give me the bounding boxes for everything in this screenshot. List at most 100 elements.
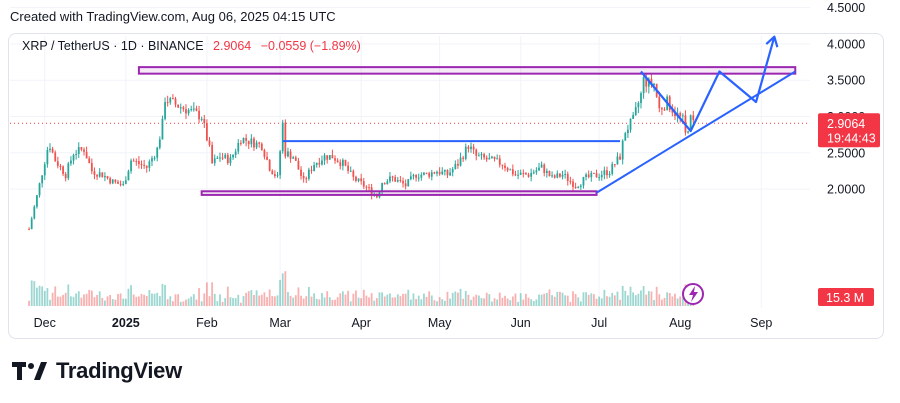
candle-body bbox=[318, 162, 321, 165]
volume-bar bbox=[28, 300, 30, 306]
candle-body bbox=[328, 155, 331, 160]
candle-body bbox=[200, 118, 203, 120]
volume-bar bbox=[276, 295, 279, 306]
volume-bar bbox=[399, 296, 402, 306]
volume-bar bbox=[624, 290, 627, 306]
volume-bar bbox=[514, 293, 517, 306]
candle-body bbox=[33, 206, 36, 219]
candle-body bbox=[192, 108, 195, 110]
candle-body bbox=[527, 174, 530, 177]
volume-bar bbox=[59, 296, 62, 306]
candle-body bbox=[156, 147, 159, 158]
candle-body bbox=[566, 173, 569, 182]
candle-body bbox=[41, 175, 44, 184]
candle-body bbox=[185, 109, 187, 114]
volume-bar bbox=[182, 301, 185, 306]
candle-body bbox=[540, 164, 543, 168]
volume-bar bbox=[130, 285, 132, 306]
volume-bar bbox=[305, 296, 308, 306]
candle-body bbox=[381, 183, 383, 192]
candle-body bbox=[234, 151, 237, 155]
volume-bar bbox=[62, 294, 64, 306]
candle-body bbox=[606, 170, 608, 176]
volume-bar bbox=[284, 271, 287, 306]
candle-body bbox=[148, 161, 151, 168]
volume-bar bbox=[517, 301, 519, 306]
volume-bar bbox=[511, 296, 514, 306]
candle-body bbox=[135, 161, 138, 163]
x-tick-label: Apr bbox=[351, 316, 370, 330]
candle-body bbox=[488, 158, 491, 160]
candle-body bbox=[661, 108, 663, 110]
symbol-legend: XRP / TetherUS · 1D · BINANCE 2.9064 −0.… bbox=[22, 39, 361, 53]
volume-bar bbox=[443, 300, 446, 306]
candle-body bbox=[263, 150, 266, 157]
volume-bar bbox=[158, 296, 161, 306]
candle-body bbox=[205, 123, 208, 141]
tradingview-brand[interactable]: TradingView bbox=[12, 358, 182, 384]
volume-bar bbox=[407, 289, 410, 306]
volume-bar bbox=[535, 299, 538, 306]
candle-body bbox=[300, 169, 302, 177]
volume-bar bbox=[224, 298, 227, 306]
candle-body bbox=[145, 165, 148, 168]
candle-body bbox=[653, 83, 655, 86]
volume-bar bbox=[396, 294, 399, 306]
volume-bar bbox=[300, 295, 302, 306]
volume-bar bbox=[292, 297, 295, 306]
candle-body bbox=[250, 138, 253, 145]
volume-bar bbox=[143, 294, 146, 306]
volume-bar bbox=[559, 291, 561, 306]
candle-body bbox=[80, 147, 83, 150]
candle-body bbox=[522, 172, 525, 174]
projection-arrowhead bbox=[765, 35, 779, 48]
candle-body bbox=[98, 172, 101, 177]
volume-bar bbox=[232, 298, 234, 306]
volume-bar bbox=[496, 299, 499, 306]
volume-bar bbox=[161, 283, 164, 306]
lightning-icon[interactable] bbox=[682, 283, 704, 305]
volume-bar bbox=[375, 298, 378, 306]
candle-body bbox=[245, 138, 248, 141]
volume-bar bbox=[198, 288, 200, 306]
volume-bar bbox=[237, 294, 240, 306]
candle-body bbox=[51, 148, 54, 153]
volume-bar bbox=[169, 296, 172, 306]
volume-bar bbox=[98, 291, 101, 306]
candle-body bbox=[174, 98, 177, 105]
x-tick-label: Aug bbox=[669, 316, 691, 330]
candle-body bbox=[642, 77, 645, 94]
candle-body bbox=[629, 118, 632, 130]
volume-bar bbox=[491, 301, 493, 306]
volume-bar bbox=[315, 298, 318, 306]
candle-body bbox=[412, 175, 415, 177]
candle-body bbox=[383, 183, 386, 185]
candle-body bbox=[569, 181, 572, 183]
candle-body bbox=[506, 168, 509, 171]
volume-bar bbox=[260, 294, 263, 306]
candle-body bbox=[143, 164, 146, 166]
volume-bar bbox=[70, 296, 72, 306]
candle-body bbox=[153, 157, 156, 159]
volume-bar bbox=[532, 301, 535, 306]
x-tick-label: Jul bbox=[591, 316, 607, 330]
volume-bar bbox=[530, 299, 533, 306]
candle-body bbox=[321, 160, 323, 165]
volume-bar bbox=[174, 294, 177, 306]
volume-bar bbox=[572, 291, 574, 306]
candle-body bbox=[208, 140, 211, 145]
candle-body bbox=[493, 156, 496, 159]
candle-body bbox=[96, 174, 98, 177]
volume-bar bbox=[101, 297, 104, 306]
candle-body bbox=[433, 172, 436, 174]
candle-body bbox=[132, 160, 135, 162]
candle-body bbox=[127, 171, 130, 181]
y-tick-label: 2.0000 bbox=[827, 183, 865, 197]
candle-body bbox=[75, 153, 78, 155]
volume-bar bbox=[347, 290, 350, 306]
candle-body bbox=[203, 118, 206, 124]
volume-bar bbox=[519, 293, 522, 306]
volume-bar bbox=[504, 295, 506, 306]
volume-bar bbox=[661, 299, 663, 306]
